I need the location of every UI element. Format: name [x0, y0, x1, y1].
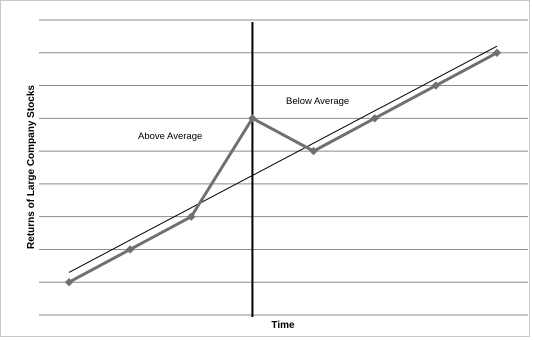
y-axis-label: Returns of Large Company Stocks: [26, 85, 37, 249]
gridlines: [39, 19, 528, 316]
trendline-group: [68, 45, 498, 273]
data-point-2: [125, 245, 135, 254]
annotation-below-average: Below Average: [286, 96, 349, 107]
data-point-3: [187, 212, 196, 221]
x-axis-label: Time: [271, 320, 295, 331]
data-point-7: [431, 81, 441, 90]
trendline: [68, 45, 498, 273]
data-point-4: [248, 114, 257, 123]
data-point-1: [64, 278, 74, 287]
data-point-5: [309, 146, 318, 156]
data-point-8: [492, 48, 502, 57]
annotation-above-average: Above Average: [138, 131, 202, 142]
series-group: [64, 48, 502, 287]
labels-group: Returns of Large Company Stocks Time Abo…: [26, 85, 349, 331]
series-line-1: [68, 51, 498, 284]
data-point-6: [370, 114, 379, 123]
